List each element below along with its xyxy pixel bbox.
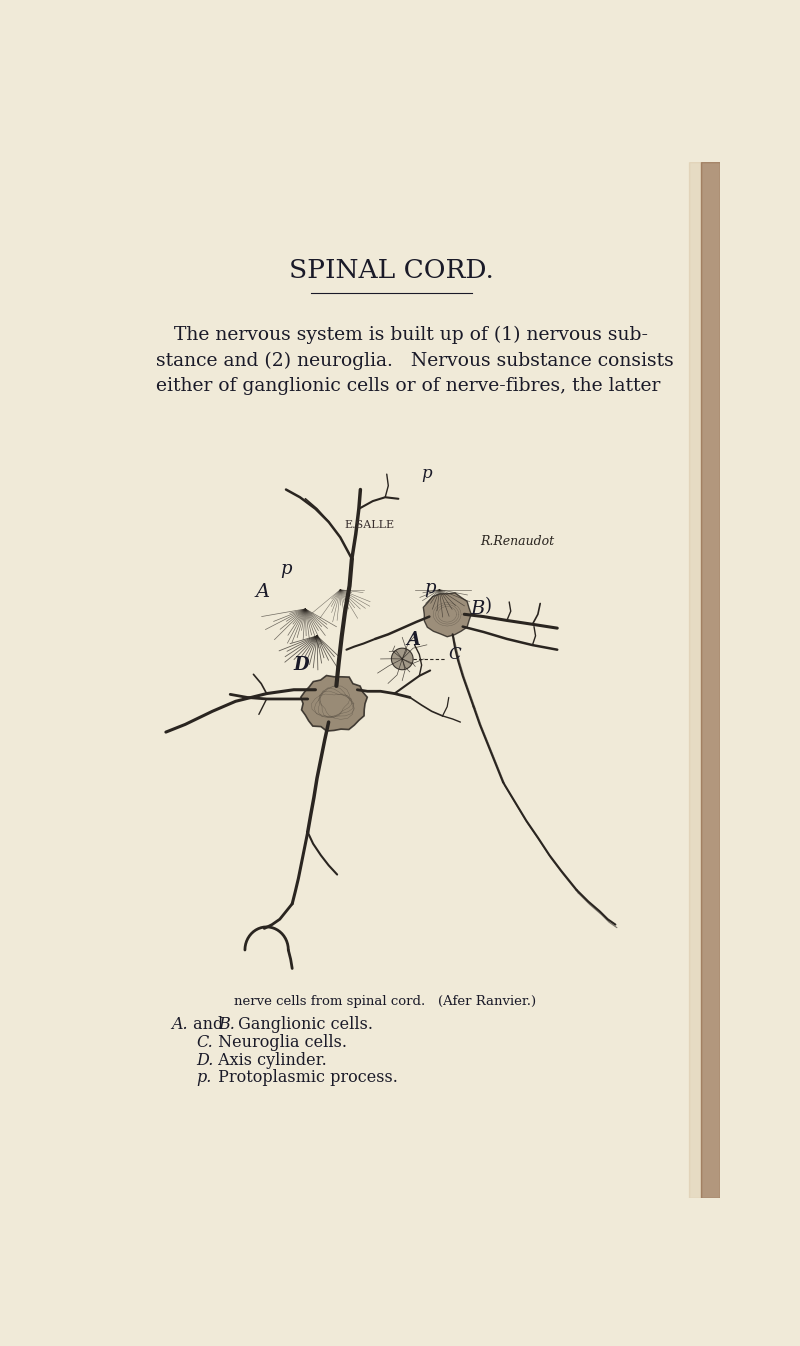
Text: Neuroglia cells.: Neuroglia cells. <box>213 1034 347 1051</box>
Text: A: A <box>406 631 420 649</box>
Text: Ganglionic cells.: Ganglionic cells. <box>234 1015 374 1032</box>
Text: E.SALLE: E.SALLE <box>345 520 395 530</box>
Text: p: p <box>280 560 291 579</box>
Text: A.: A. <box>171 1015 188 1032</box>
Text: Protoplasmic process.: Protoplasmic process. <box>213 1070 398 1086</box>
Text: Axis cylinder.: Axis cylinder. <box>213 1051 327 1069</box>
PathPatch shape <box>423 594 471 637</box>
Text: p: p <box>424 580 435 598</box>
Text: The nervous system is built up of (1) nervous sub-
stance and (2) neuroglia.   N: The nervous system is built up of (1) ne… <box>156 326 674 396</box>
Text: D.: D. <box>196 1051 214 1069</box>
Text: C.: C. <box>196 1034 213 1051</box>
Text: R.Renaudot: R.Renaudot <box>480 534 554 548</box>
Bar <box>689 162 701 1198</box>
Text: p: p <box>422 464 432 482</box>
Text: C: C <box>449 646 462 664</box>
Text: p.: p. <box>196 1070 211 1086</box>
Text: B.: B. <box>218 1015 234 1032</box>
Text: B: B <box>470 600 485 618</box>
Text: D: D <box>294 657 310 674</box>
Text: A: A <box>255 583 269 602</box>
Text: and: and <box>188 1015 229 1032</box>
PathPatch shape <box>301 676 367 731</box>
Circle shape <box>391 649 413 670</box>
Text: ): ) <box>485 598 491 615</box>
Text: SPINAL CORD.: SPINAL CORD. <box>289 258 494 283</box>
Bar <box>701 162 720 1198</box>
Text: nerve cells from spinal cord.   (Afer Ranvier.): nerve cells from spinal cord. (Afer Ranv… <box>234 995 536 1008</box>
